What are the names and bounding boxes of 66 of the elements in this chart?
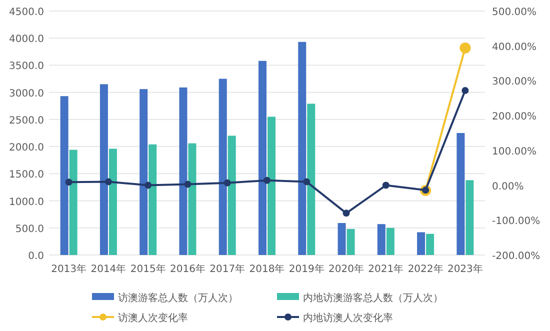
bar xyxy=(179,87,188,255)
point xyxy=(144,182,152,189)
y2-tick-label: -100.00% xyxy=(492,216,540,228)
point xyxy=(303,178,310,186)
y-tick-label: 4500.0 xyxy=(9,7,44,18)
y2-tick-label: 0.00% xyxy=(492,181,524,192)
bar xyxy=(307,104,316,255)
bar xyxy=(108,148,117,255)
y-tick-label: 3500.0 xyxy=(9,61,44,72)
legend-label: 访澳人次变化率 xyxy=(118,312,188,324)
point xyxy=(104,178,112,186)
y-tick-label: 2500.0 xyxy=(9,115,44,126)
bar xyxy=(386,228,394,255)
point xyxy=(342,210,350,217)
bar xyxy=(466,180,474,255)
y2-tick-label: 400.00% xyxy=(492,42,536,53)
legend-label: 访澳游客总人数（万人次） xyxy=(118,292,238,304)
bar xyxy=(148,144,157,255)
bar xyxy=(258,60,266,255)
point xyxy=(184,180,192,188)
bar xyxy=(456,133,465,255)
y-tick-label: 0.0 xyxy=(28,251,44,262)
x-tick-label: 2013年 xyxy=(51,263,87,275)
bar xyxy=(60,96,68,255)
x-tick-label: 2019年 xyxy=(288,263,324,275)
y2-tick-label: 500.00% xyxy=(492,7,536,18)
bar xyxy=(426,234,434,255)
point xyxy=(382,182,390,189)
x-tick-label: 2016年 xyxy=(170,263,206,275)
y2-tick-label: 200.00% xyxy=(492,112,536,123)
y2-tick-label: 300.00% xyxy=(492,76,536,88)
bar xyxy=(417,232,426,255)
bar xyxy=(140,89,148,255)
y-tick-label: 500.0 xyxy=(15,224,44,235)
legend-label: 内地访澳人次变化率 xyxy=(303,312,393,324)
y-tick-label: 4000.0 xyxy=(9,34,44,46)
bar xyxy=(100,84,108,255)
y-tick-label: 3000.0 xyxy=(9,88,44,100)
point xyxy=(462,86,469,94)
bar xyxy=(188,143,196,255)
bar xyxy=(218,78,227,255)
bar xyxy=(268,116,276,255)
y2-tick-label: -200.00% xyxy=(492,251,540,262)
bar xyxy=(69,150,78,255)
x-tick-label: 2017年 xyxy=(210,263,246,275)
point xyxy=(264,176,270,184)
legend-label: 内地访澳游客总人数（万人次） xyxy=(303,292,443,304)
point xyxy=(65,178,72,186)
y-tick-label: 1500.0 xyxy=(9,170,44,181)
x-tick-label: 2014年 xyxy=(90,263,126,275)
x-tick-label: 2023年 xyxy=(447,263,483,275)
bar xyxy=(338,223,346,255)
x-tick-label: 2018年 xyxy=(249,263,285,275)
x-tick-label: 2022年 xyxy=(408,263,444,275)
x-tick-label: 2015年 xyxy=(130,263,166,275)
bar xyxy=(298,42,306,255)
point xyxy=(224,179,231,186)
bar xyxy=(346,228,355,255)
bar xyxy=(377,224,386,255)
y2-tick-label: 100.00% xyxy=(492,146,536,158)
y-tick-label: 1000.0 xyxy=(9,196,44,208)
bar xyxy=(228,136,236,255)
point xyxy=(460,42,471,54)
x-tick-label: 2021年 xyxy=(368,263,404,275)
y-tick-label: 2000.0 xyxy=(9,142,44,154)
x-tick-label: 2020年 xyxy=(328,263,364,275)
